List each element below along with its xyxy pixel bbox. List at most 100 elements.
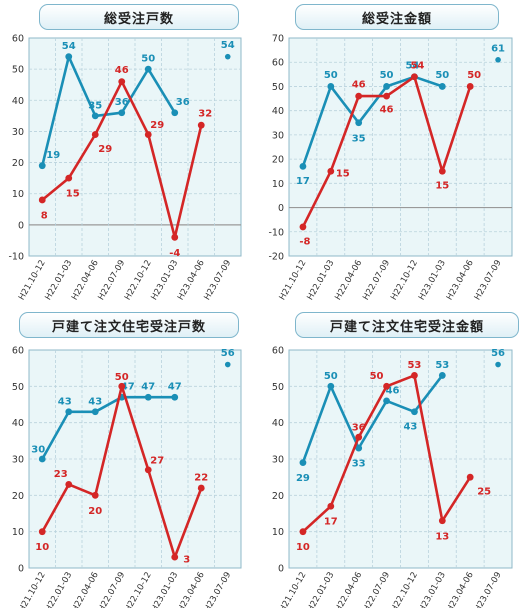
data-label: 25 <box>477 487 491 498</box>
data-label: 53 <box>407 360 421 371</box>
y-tick-label: 0 <box>278 203 284 214</box>
data-point <box>65 174 73 182</box>
y-tick-label: 0 <box>18 220 24 231</box>
y-tick-label: 30 <box>12 455 24 466</box>
y-tick-label: 10 <box>12 189 24 200</box>
x-tick-label: H22.07-09 <box>361 259 392 303</box>
data-point <box>466 83 474 90</box>
data-point <box>438 83 446 90</box>
x-tick-label: H21.10-12 <box>278 259 309 303</box>
y-tick-label: 40 <box>272 106 284 117</box>
data-point <box>118 78 126 85</box>
y-tick-label: 20 <box>272 155 284 166</box>
x-tick-label: H22.01-03 <box>305 259 336 303</box>
y-tick-label: 40 <box>12 418 24 429</box>
data-point <box>466 473 474 481</box>
data-label: 50 <box>435 70 449 81</box>
data-point <box>355 433 363 441</box>
y-tick-label: 30 <box>12 127 24 138</box>
data-label: 15 <box>66 189 80 200</box>
y-tick-label: 30 <box>272 130 284 141</box>
data-label: 35 <box>88 100 102 111</box>
y-tick-label: 40 <box>272 418 284 429</box>
data-label: 15 <box>336 169 350 180</box>
y-tick-label: 20 <box>12 491 24 502</box>
data-point <box>38 196 46 204</box>
data-label: 43 <box>88 396 102 407</box>
data-label: 50 <box>115 372 129 383</box>
data-point <box>327 167 335 175</box>
data-label: 29 <box>98 144 112 155</box>
y-tick-label: 20 <box>272 491 284 502</box>
line-chart: 0 10 20 30 40 50 60 H21.10-12H22.01-03H22.04-06… <box>12 346 242 608</box>
data-point <box>495 361 501 368</box>
y-tick-label: 50 <box>12 382 24 393</box>
x-tick-label: H23.01-03 <box>417 259 448 303</box>
data-label: 56 <box>221 348 235 359</box>
data-label: 47 <box>141 382 155 393</box>
data-label: 61 <box>491 43 505 54</box>
data-label: 53 <box>435 360 449 371</box>
data-point <box>91 131 99 138</box>
data-point <box>299 162 307 170</box>
x-tick-label: H22.10-12 <box>123 571 154 608</box>
chart-panel-custom-home-amount: 戸建て注文住宅受注金額 0 10 20 30 40 50 60 H21.10-12 H22.01… <box>260 304 520 608</box>
data-label: 13 <box>435 531 449 542</box>
data-label: 29 <box>150 120 164 131</box>
series-line <box>41 55 176 167</box>
data-point <box>197 484 205 492</box>
data-point <box>438 517 446 525</box>
y-tick-label: 10 <box>272 179 284 190</box>
data-point <box>118 382 126 390</box>
y-tick-label: 0 <box>278 564 284 575</box>
data-point <box>65 481 73 488</box>
data-label: 47 <box>121 382 135 393</box>
y-tick-label: 10 <box>272 527 284 538</box>
data-label: 8 <box>41 210 48 221</box>
data-label: 35 <box>352 133 366 144</box>
data-label: 50 <box>370 371 384 382</box>
chart-panel-custom-home-orders: 戸建て注文住宅受注戸数 0 10 20 30 40 50 60 H21.10-12 H22.01… <box>0 304 260 608</box>
data-label: 23 <box>54 469 68 480</box>
data-point <box>495 57 501 63</box>
data-label: 15 <box>435 181 449 192</box>
data-label: 36 <box>115 97 129 108</box>
y-tick-label: 60 <box>12 34 24 45</box>
x-tick-label: H23.04-06 <box>445 259 476 303</box>
data-point <box>411 408 418 416</box>
data-label: 50 <box>467 70 481 81</box>
x-tick-label: H22.04-06 <box>333 571 364 608</box>
x-tick-label: H23.07-09 <box>202 571 233 608</box>
y-tick-label: 60 <box>272 58 284 69</box>
data-point <box>91 408 99 416</box>
data-point <box>327 382 335 390</box>
x-tick-label: H22.10-12 <box>389 259 420 303</box>
data-point <box>327 502 335 510</box>
y-tick-label: 10 <box>12 527 24 538</box>
data-point <box>411 73 418 81</box>
line-chart: -100102030405060H21.10-12H22.01-03H22.04… <box>8 34 242 302</box>
data-point <box>327 83 335 90</box>
data-point <box>383 397 390 405</box>
x-tick-label: H23.04-06 <box>445 571 476 608</box>
series-line <box>301 75 443 167</box>
x-tick-label: H23.07-09 <box>473 259 504 303</box>
data-point <box>38 528 46 536</box>
y-tick-label: 20 <box>12 158 24 169</box>
line-chart: 0 10 20 30 40 50 60 H21.10-12H22.01-03H22.04-06… <box>272 346 513 608</box>
data-point <box>38 162 46 170</box>
x-tick-label: H22.01-03 <box>305 571 336 608</box>
y-tick-label: -10 <box>268 227 284 238</box>
data-label: 46 <box>115 65 129 76</box>
data-point <box>65 53 73 61</box>
x-tick-label: H22.10-12 <box>389 571 420 608</box>
data-label: 22 <box>194 473 208 484</box>
data-point <box>197 121 205 129</box>
x-tick-label: H23.07-09 <box>473 571 504 608</box>
data-label: 50 <box>324 371 338 382</box>
series-line <box>41 395 175 460</box>
data-point <box>299 223 307 231</box>
data-label: -8 <box>299 236 310 247</box>
y-tick-label: 60 <box>272 346 284 357</box>
chart-title: 総受注戸数 <box>39 4 239 30</box>
